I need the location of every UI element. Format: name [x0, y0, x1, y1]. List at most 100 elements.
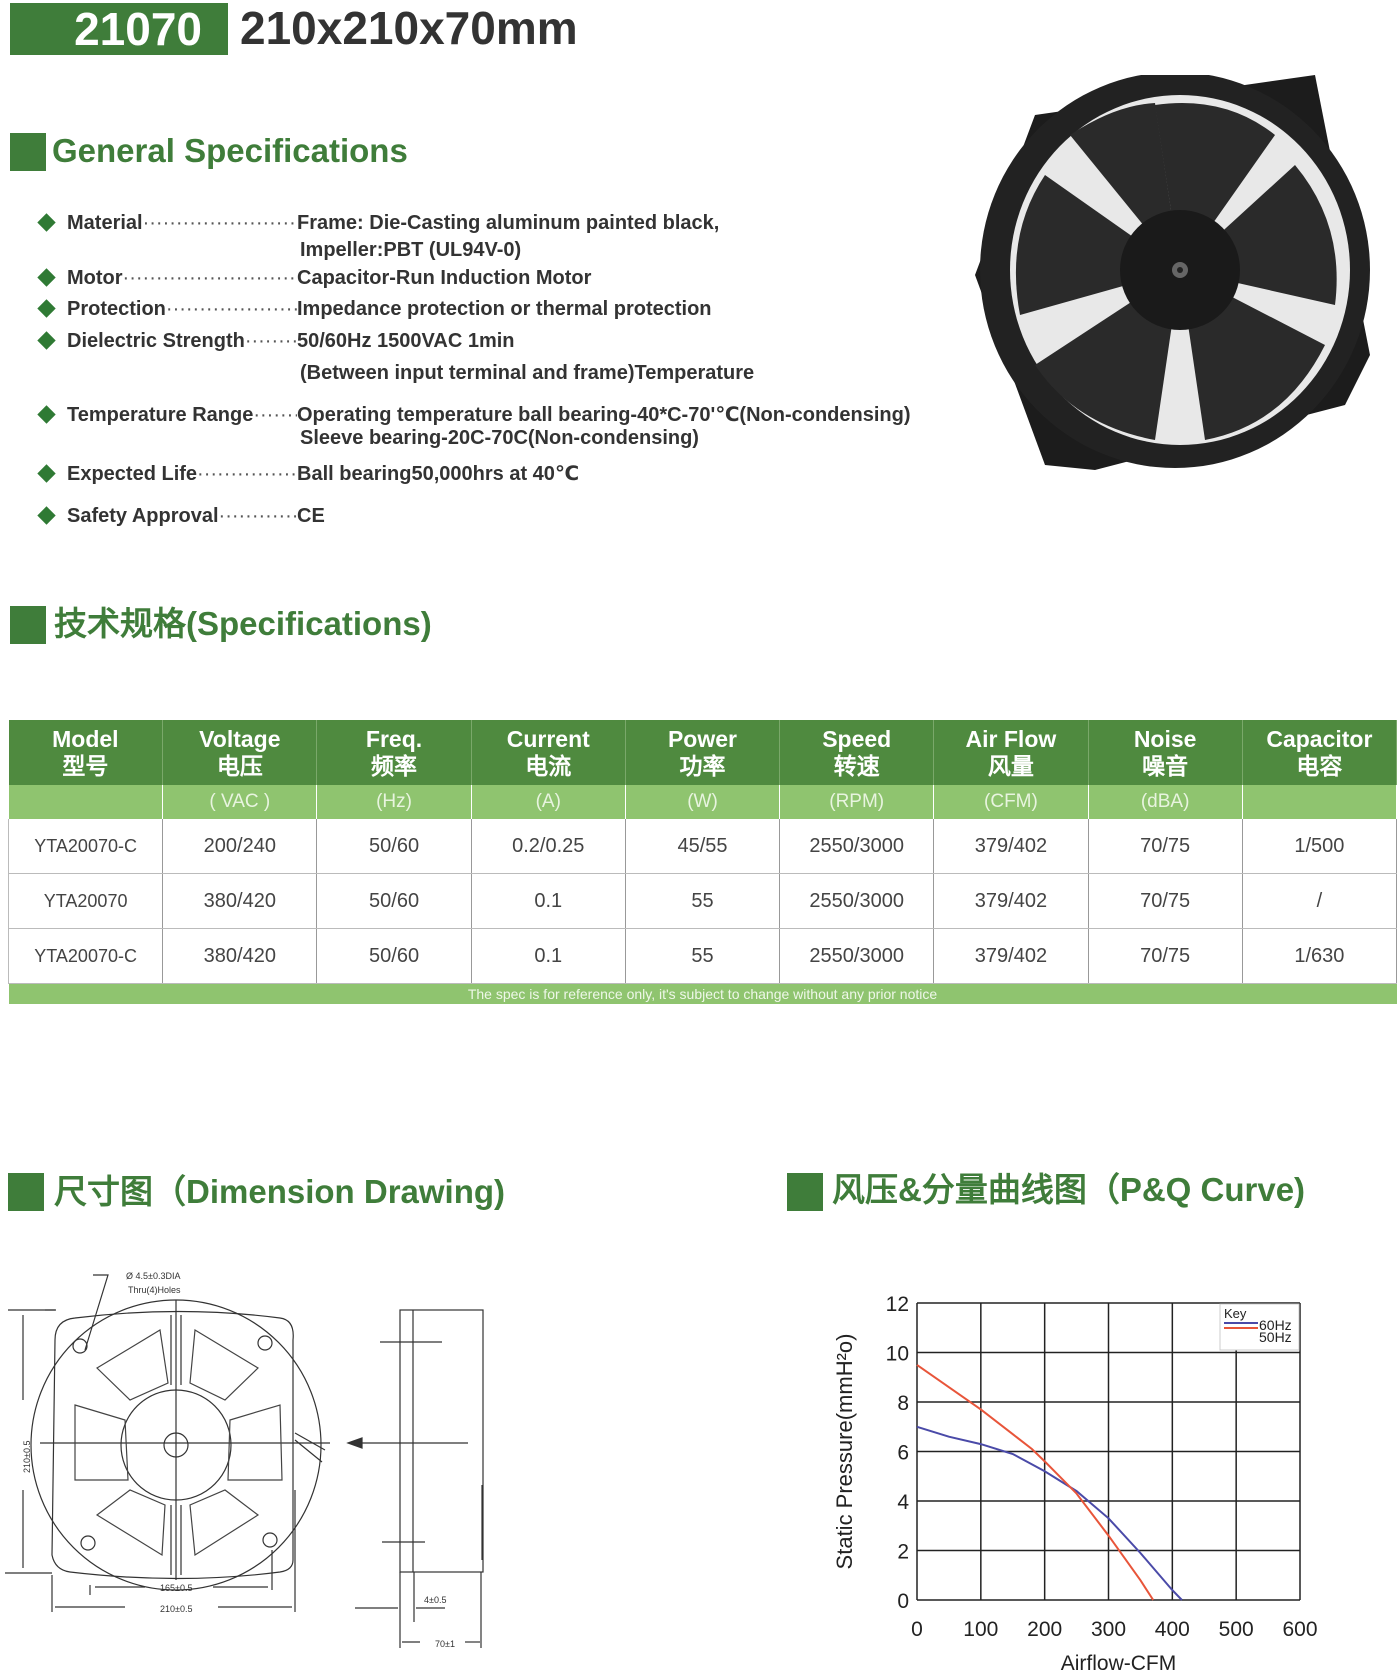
y-tick-label: 0 — [897, 1590, 909, 1613]
legend-label: 60Hz — [1259, 1317, 1292, 1333]
column-header-cn: 噪音 — [1142, 752, 1189, 779]
table-cell: 45/55 — [625, 819, 781, 874]
column-header-en: Model — [52, 725, 119, 752]
spec-value: Ball bearing50,000hrs at 40℃ — [297, 462, 580, 485]
pq-curve-heading: 风压&分量曲线图（P&Q Curve) — [832, 1171, 1306, 1208]
y-tick-label: 6 — [897, 1442, 909, 1465]
column-header-cn: 功率 — [679, 752, 726, 779]
column-unit — [8, 785, 164, 819]
column-unit: (Hz) — [316, 785, 472, 819]
specifications-table: Model 型号 Voltage 电压 Freq. 频率 Current 电流 Power 功率 S… — [7, 720, 1398, 1004]
legend-title: Key — [1224, 1306, 1247, 1321]
spec-value-continued: (Between input terminal and frame)Temper… — [300, 362, 755, 384]
leader-dots: ·································· — [197, 462, 297, 485]
column-header-en: Power — [667, 725, 737, 752]
diamond-bullet-icon — [37, 506, 56, 525]
spec-value: 50/60Hz 1500VAC 1min — [297, 329, 515, 352]
leader-dots: ·································· — [142, 211, 297, 234]
y-tick-label: 2 — [897, 1541, 909, 1564]
table-row: YTA20070-C 380/420 50/60 0.1 55 2550/3000 379/… — [7, 928, 1398, 984]
hole-spacing-label: 165±0.5 — [160, 1583, 192, 1593]
column-header-en: Noise — [1133, 725, 1197, 752]
y-tick-label: 8 — [897, 1392, 909, 1415]
diamond-bullet-icon — [37, 213, 56, 232]
x-tick-label: 500 — [1219, 1618, 1254, 1641]
table-cell: 55 — [625, 873, 781, 929]
dimension-drawing: Ø 4.5±0.3DIA Thru(4)Holes 165±0.5 210±0.… — [5, 1271, 484, 1649]
spec-value: CE — [297, 504, 325, 527]
x-tick-label: 400 — [1155, 1618, 1190, 1641]
y-tick-label: 10 — [886, 1343, 909, 1366]
fan-product-image — [975, 75, 1370, 470]
table-cell: 1/500 — [1242, 819, 1398, 874]
column-header: Air Flow 风量 — [933, 720, 1089, 785]
spec-item-material: Material································… — [36, 209, 719, 236]
pq-curve-chart: 0 100 200 300 400 500 600 0 2 4 6 8 10 12 Airflow-CFM S… — [832, 1293, 1318, 1672]
column-unit: (dBA) — [1088, 785, 1243, 819]
dimension-drawing-heading: 尺寸图（Dimension Drawing) — [54, 1173, 506, 1210]
y-tick-label: 12 — [886, 1293, 909, 1316]
depth-label: 70±1 — [435, 1639, 455, 1649]
spec-item-temperature-range: Temperature Range·······················… — [36, 401, 911, 428]
column-header: Power 功率 — [625, 720, 781, 785]
spec-value: Capacitor-Run Induction Motor — [297, 266, 592, 289]
table-cell: 50/60 — [316, 928, 472, 984]
column-header: Voltage 电压 — [162, 720, 318, 785]
section-marker — [787, 1173, 823, 1211]
y-axis-label: Static Pressure(mmH²o) — [832, 1334, 857, 1570]
mounting-holes — [72, 1335, 278, 1551]
leader-dots: ·································· — [165, 297, 297, 320]
spec-label: Safety Approval — [67, 504, 219, 527]
table-cell: 55 — [625, 928, 781, 984]
table-cell: YTA20070-C — [7, 819, 164, 874]
column-header: Noise 噪音 — [1088, 720, 1243, 785]
spec-label: Motor — [67, 266, 123, 289]
spec-value: Frame: Die-Casting aluminum painted blac… — [297, 211, 720, 234]
diamond-bullet-icon — [37, 331, 56, 350]
table-cell: / — [1242, 873, 1398, 929]
column-header: Speed 转速 — [779, 720, 935, 785]
leader-dots: ·································· — [253, 403, 297, 426]
section-marker — [10, 606, 46, 644]
column-header: Current 电流 — [471, 720, 626, 785]
column-header-en: Capacitor — [1266, 725, 1373, 752]
column-header: Model 型号 — [8, 720, 164, 785]
table-cell: 379/402 — [933, 928, 1089, 984]
spec-label: Dielectric Strength — [67, 329, 245, 352]
specifications-heading: 技术规格(Specifications) — [54, 605, 432, 642]
column-header-en: Freq. — [365, 725, 423, 752]
x-tick-label: 0 — [911, 1618, 923, 1641]
x-tick-label: 600 — [1282, 1618, 1317, 1641]
diamond-bullet-icon — [37, 268, 56, 287]
column-unit: (CFM) — [933, 785, 1089, 819]
hole-note-2: Thru(4)Holes — [128, 1285, 181, 1295]
table-cell: 200/240 — [162, 819, 318, 874]
table-cell: 70/75 — [1088, 819, 1243, 874]
height-label: 210±0.5 — [22, 1441, 32, 1473]
leader-dots: ·································· — [122, 266, 297, 289]
spec-item-motor: Motor··································C… — [36, 264, 591, 291]
table-row: YTA20070 380/420 50/60 0.1 55 2550/3000 379/40… — [7, 873, 1398, 929]
table-cell: 50/60 — [316, 873, 472, 929]
column-header-en: Air Flow — [965, 725, 1057, 752]
spec-label: Temperature Range — [67, 403, 254, 426]
spec-value-continued: Sleeve bearing-20C-70C(Non-condensing) — [300, 427, 699, 449]
x-axis-label: Airflow-CFM — [1061, 1652, 1177, 1672]
table-cell: 2550/3000 — [779, 928, 935, 984]
table-cell: 379/402 — [933, 873, 1089, 929]
table-cell: YTA20070 — [7, 873, 164, 929]
table-cell: 0.2/0.25 — [471, 819, 626, 874]
table-cell: 380/420 — [162, 928, 318, 984]
column-unit: ( VAC ) — [162, 785, 318, 819]
spec-value: Operating temperature ball bearing-40*C-… — [297, 403, 911, 426]
column-header-cn: 频率 — [371, 752, 418, 779]
spec-item-protection: Protection······························… — [36, 295, 712, 322]
leader-dots: ·································· — [244, 329, 297, 352]
x-tick-label: 200 — [1027, 1618, 1062, 1641]
spec-label: Material — [67, 211, 143, 234]
spec-value: Impedance protection or thermal protecti… — [297, 297, 712, 320]
section-marker — [10, 133, 46, 171]
x-tick-label: 300 — [1091, 1618, 1126, 1641]
table-cell: 380/420 — [162, 873, 318, 929]
model-number-badge: 21070 — [10, 3, 228, 55]
